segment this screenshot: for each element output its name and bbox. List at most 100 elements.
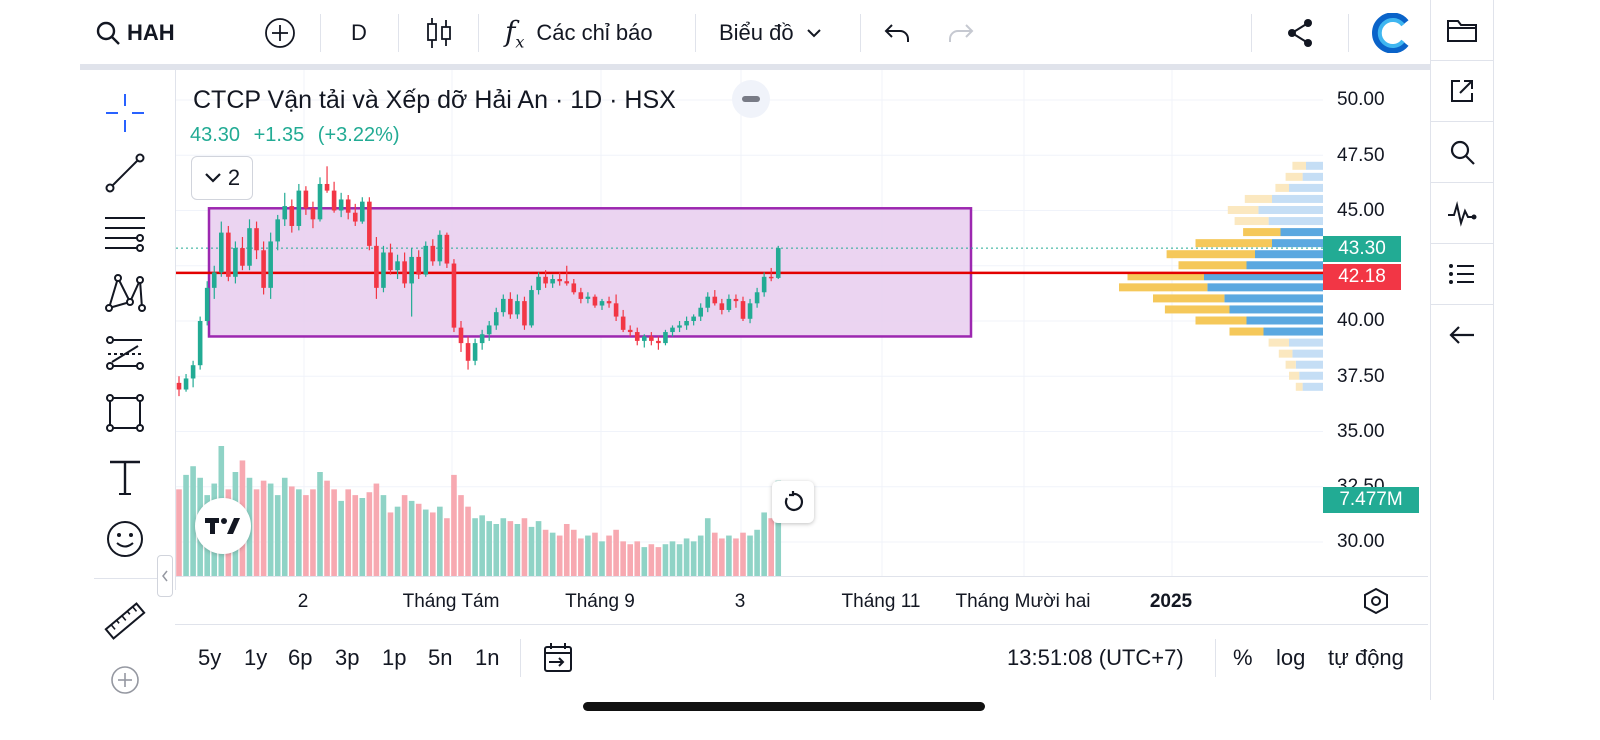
candle-body: [472, 343, 478, 361]
interval-label: D: [351, 20, 367, 45]
volume-bar: [683, 538, 690, 576]
volume-bar: [563, 524, 570, 576]
symbol-search[interactable]: HAH: [95, 0, 175, 66]
volume-bar: [289, 486, 295, 576]
pulse-icon: [1448, 201, 1477, 227]
candle-body: [606, 301, 612, 304]
compare-button[interactable]: [264, 0, 296, 66]
interval-button[interactable]: D: [351, 0, 367, 66]
volume-bar: [634, 541, 641, 576]
alerts-button[interactable]: [1431, 183, 1493, 244]
legend-hide-button[interactable]: [732, 80, 770, 118]
candle-body: [705, 296, 711, 308]
volume-bar: [486, 521, 492, 576]
candle-body: [493, 312, 499, 326]
volume-profile-up: [1289, 183, 1323, 192]
candle-body: [754, 292, 760, 304]
volume-bar: [613, 529, 619, 576]
forecast-tool[interactable]: [100, 328, 150, 378]
brand-logo[interactable]: [1372, 0, 1412, 66]
volume-bar: [493, 524, 500, 576]
open-external-button[interactable]: [1431, 61, 1493, 122]
volume-bar: [641, 547, 648, 576]
candle-body: [240, 248, 245, 266]
fib-tool[interactable]: [100, 208, 150, 258]
share-button[interactable]: [1284, 0, 1316, 66]
volume-bar: [761, 512, 767, 576]
volume-bar: [521, 518, 528, 576]
volume-bar: [697, 535, 704, 576]
volume-profile-up: [1292, 349, 1323, 358]
crosshair-tool[interactable]: [100, 88, 150, 138]
toolbar-collapse-handle[interactable]: [157, 555, 173, 597]
candle-body: [465, 343, 471, 361]
auto-scale-toggle[interactable]: tự động: [1328, 645, 1404, 670]
layouts-button[interactable]: [1431, 0, 1493, 61]
toolbar-separator: [398, 14, 399, 52]
percent-toggle[interactable]: %: [1233, 645, 1253, 670]
chart-canvas[interactable]: [176, 70, 1429, 576]
volume-bar: [768, 518, 774, 576]
candle-body: [197, 321, 203, 366]
chevron-left-icon: [162, 570, 168, 582]
volume-bar: [317, 472, 323, 576]
tradingview-logo-icon: [205, 518, 240, 534]
range-5y[interactable]: 5y: [198, 645, 222, 670]
volume-bar: [267, 483, 274, 576]
log-toggle[interactable]: log: [1276, 645, 1306, 670]
time-axis-label: Tháng 9: [565, 591, 635, 612]
zoom-in-tool[interactable]: [100, 655, 150, 705]
undo-button[interactable]: [883, 0, 911, 66]
sidebar-search-button[interactable]: [1431, 122, 1493, 183]
pattern-tool[interactable]: [100, 268, 150, 318]
volume-profile-down: [1234, 217, 1269, 226]
indicators-collapse-button[interactable]: 2: [191, 156, 253, 200]
measure-tool[interactable]: [100, 596, 150, 646]
range-5n[interactable]: 5n: [428, 645, 453, 670]
range-6p[interactable]: 6p: [288, 645, 313, 670]
candle-body: [303, 190, 309, 209]
candle-body: [726, 298, 732, 310]
emoji-tool[interactable]: [100, 514, 150, 564]
text-tool[interactable]: [100, 452, 150, 502]
candle-body: [296, 190, 302, 226]
volume-bar: [719, 538, 725, 576]
candle-body: [247, 228, 252, 266]
price-axis-label: 45.00: [1337, 200, 1385, 221]
tradingview-logo[interactable]: [195, 498, 251, 554]
fx-icon: fx: [505, 14, 525, 52]
indicators-button[interactable]: fx Các chỉ báo: [505, 0, 653, 66]
search-icon: [1450, 140, 1475, 165]
watchlist-button[interactable]: [1431, 244, 1493, 305]
go-to-date-button[interactable]: [541, 625, 575, 691]
rectangle-tool[interactable]: [100, 388, 150, 438]
chart-settings-button[interactable]: [1362, 587, 1390, 620]
price-axis-label: 50.00: [1337, 89, 1385, 110]
volume-bar: [437, 506, 443, 576]
candle-body: [282, 206, 288, 220]
time-axis-label: Tháng Mười hai: [955, 591, 1091, 612]
candle-body: [585, 296, 591, 299]
clock-timezone[interactable]: 13:51:08 (UTC+7): [1007, 645, 1184, 670]
chart-type-dropdown[interactable]: Biểu đồ: [719, 0, 822, 66]
chart-pane[interactable]: [175, 70, 1429, 590]
range-1p[interactable]: 1p: [382, 645, 407, 670]
price-change-percent: (+3.22%): [317, 124, 400, 146]
chart-style-button[interactable]: [425, 0, 453, 66]
candle-body: [529, 290, 534, 326]
redo-button[interactable]: [947, 0, 975, 66]
range-3p[interactable]: 3p: [335, 645, 360, 670]
range-1y[interactable]: 1y: [244, 645, 268, 670]
candle-body: [712, 296, 718, 304]
trend-line-tool[interactable]: [100, 148, 150, 198]
range-1n[interactable]: 1n: [475, 645, 500, 670]
time-axis[interactable]: 2 Tháng Tám Tháng 9 3 Tháng 11 Tháng Mườ…: [175, 576, 1428, 625]
price-change: +1.35: [253, 124, 305, 146]
volume-profile-up: [1302, 382, 1323, 391]
volume-profile-down: [1295, 382, 1303, 391]
collapse-sidebar-button[interactable]: [1431, 305, 1493, 365]
reset-chart-button[interactable]: [772, 481, 814, 523]
volume-profile-down: [1244, 194, 1272, 203]
volume-profile-up: [1272, 239, 1323, 248]
volume-bar: [669, 541, 676, 576]
